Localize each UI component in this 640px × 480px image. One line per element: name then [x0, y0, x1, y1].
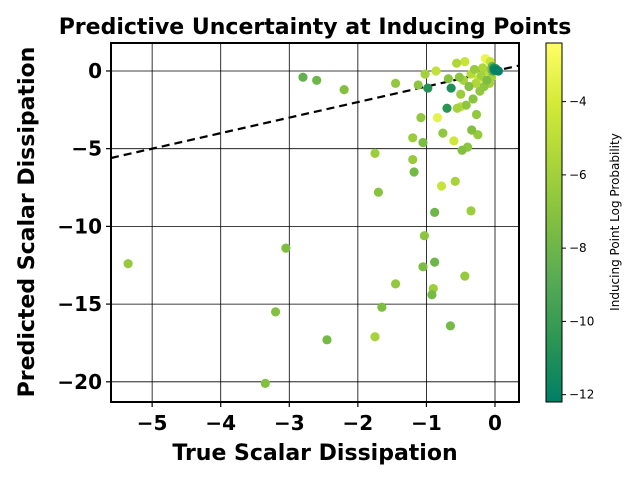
data-point — [432, 112, 442, 123]
data-point — [442, 103, 452, 113]
data-point — [467, 125, 477, 135]
data-point — [390, 279, 401, 289]
data-point — [449, 136, 459, 146]
colorbar-tick-label: −6 — [569, 168, 587, 182]
data-point — [469, 64, 480, 75]
data-point — [446, 83, 456, 93]
colorbar-label: Inducing Point Log Probability — [608, 133, 622, 311]
data-point — [370, 148, 380, 158]
data-point — [373, 187, 384, 197]
data-point — [478, 63, 488, 73]
data-point — [456, 89, 466, 99]
data-point — [461, 100, 471, 110]
data-point — [370, 332, 380, 342]
data-point — [430, 257, 440, 267]
y-tick-label: −20 — [57, 370, 102, 394]
data-point — [464, 81, 474, 92]
data-point — [408, 133, 418, 143]
data-point — [413, 80, 423, 90]
data-point — [416, 112, 426, 123]
data-point — [408, 154, 418, 165]
y-tick-label: −10 — [57, 214, 102, 238]
y-tick-label: −15 — [57, 292, 102, 316]
data-point — [438, 128, 448, 138]
data-point — [482, 75, 492, 85]
data-point — [431, 66, 441, 76]
data-point — [418, 137, 428, 148]
colorbar-ticks: −12 −10 −8 −6 −4 — [562, 95, 594, 402]
y-axis-label: Predicted Scalar Dissipation — [15, 47, 40, 398]
grid — [111, 43, 519, 402]
data-point — [419, 231, 429, 241]
data-point — [471, 109, 482, 120]
colorbar-tick-label: −12 — [569, 388, 594, 402]
data-point — [452, 103, 462, 113]
data-point — [492, 66, 502, 76]
x-axis-label: True Scalar Dissipation — [172, 441, 457, 466]
data-point — [390, 78, 401, 89]
data-point — [312, 75, 322, 85]
data-point — [420, 69, 430, 79]
data-point — [298, 72, 308, 82]
data-point — [466, 206, 476, 216]
data-point — [377, 302, 387, 312]
data-point — [260, 378, 270, 388]
data-point — [339, 85, 349, 95]
data-point — [460, 57, 470, 67]
data-point — [452, 58, 462, 68]
data-point — [436, 181, 447, 191]
colorbar — [545, 42, 563, 403]
colorbar-tick-label: −8 — [569, 241, 587, 255]
data-point — [430, 207, 440, 217]
x-ticks: −5 −4 −3 −2 −1 0 — [137, 402, 502, 435]
data-point — [270, 307, 281, 317]
data-point — [123, 259, 133, 269]
reference-line — [111, 64, 519, 160]
x-tick-label: −5 — [137, 411, 168, 435]
x-tick-label: −1 — [411, 411, 442, 435]
data-point — [281, 243, 291, 253]
reference-line-group — [111, 64, 519, 160]
data-point — [409, 167, 419, 177]
data-point — [443, 74, 453, 84]
data-point — [445, 321, 456, 331]
x-tick-label: −4 — [205, 411, 236, 435]
x-tick-label: 0 — [488, 411, 502, 435]
y-tick-label: 0 — [88, 59, 102, 83]
plot-frame — [110, 42, 520, 403]
data-point — [427, 290, 437, 300]
x-tick-label: −2 — [343, 411, 374, 435]
chart-title: Predictive Uncertainty at Inducing Point… — [59, 15, 572, 40]
colorbar-tick-label: −4 — [569, 95, 587, 109]
data-point — [418, 262, 428, 272]
y-ticks: −20 −15 −10 −5 0 — [57, 59, 111, 394]
data-point — [322, 335, 332, 345]
colorbar-tick-label: −10 — [569, 314, 594, 328]
data-point — [471, 78, 481, 89]
data-point — [423, 83, 433, 93]
data-point — [457, 145, 467, 155]
data-point — [460, 271, 470, 281]
data-point — [468, 94, 478, 104]
y-tick-label: −5 — [71, 137, 102, 161]
data-point — [450, 176, 460, 186]
scatter-points — [123, 53, 504, 388]
data-point — [454, 72, 464, 82]
x-tick-label: −3 — [274, 411, 305, 435]
